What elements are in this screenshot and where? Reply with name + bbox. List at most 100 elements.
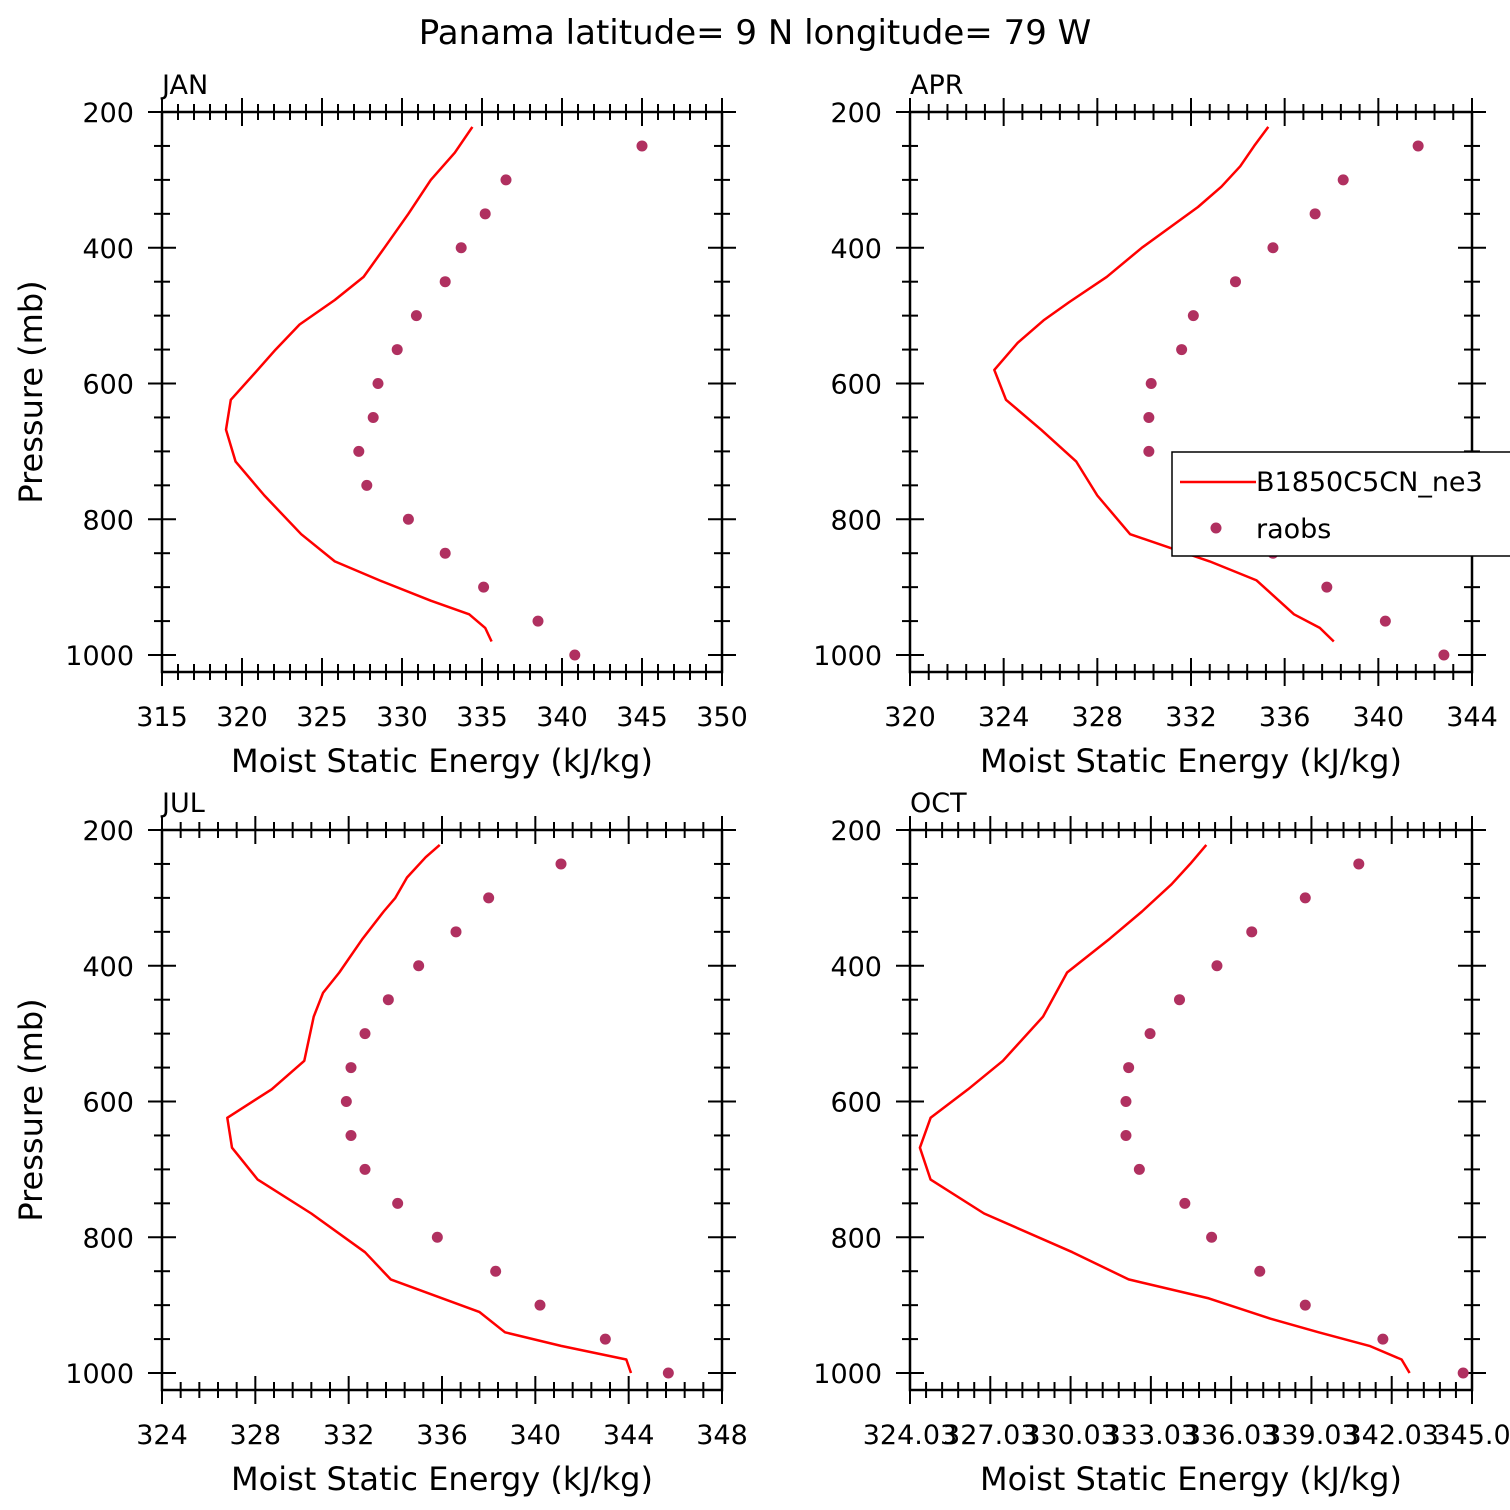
y-tick-label: 600 — [82, 1088, 134, 1119]
obs-point — [450, 926, 462, 938]
obs-point — [662, 1367, 674, 1379]
x-tick-label: 344 — [1446, 702, 1498, 733]
obs-point — [1229, 276, 1241, 288]
x-tick-label: 340 — [510, 1420, 562, 1451]
x-tick-label: 340 — [536, 702, 588, 733]
obs-point — [1176, 344, 1188, 356]
obs-point — [413, 960, 425, 972]
obs-point — [1412, 140, 1424, 152]
model-line — [993, 126, 1335, 643]
plot-frame — [908, 828, 1474, 1392]
y-tick-label: 800 — [82, 1223, 134, 1254]
x-tick-label: 332 — [323, 1420, 375, 1451]
y-tick-label: 200 — [82, 816, 134, 847]
y-tick-label: 1000 — [65, 1359, 134, 1390]
y-tick-label: 200 — [82, 98, 134, 129]
model-line — [224, 126, 493, 643]
y-tick-label: 800 — [830, 1223, 882, 1254]
obs-point — [1254, 1265, 1266, 1277]
obs-point — [455, 242, 467, 254]
y-tick-label: 600 — [82, 370, 134, 401]
obs-point — [340, 1096, 352, 1108]
y-tick-label: 400 — [82, 952, 134, 983]
x-tick-label: 320 — [884, 702, 936, 733]
obs-point — [1120, 1096, 1132, 1108]
x-tick-label: 336 — [416, 1420, 468, 1451]
x-axis-label: Moist Static Energy (kJ/kg) — [980, 742, 1402, 780]
x-tick-label: 339.03 — [1264, 1420, 1358, 1451]
x-axis-label: Moist Static Energy (kJ/kg) — [980, 1460, 1402, 1498]
obs-point — [1145, 378, 1157, 390]
x-tick-label: 324 — [978, 702, 1030, 733]
obs-point — [353, 445, 365, 457]
obs-point — [1143, 411, 1155, 423]
obs-point — [636, 140, 648, 152]
obs-point — [1337, 174, 1349, 186]
obs-point — [534, 1299, 546, 1311]
obs-point — [391, 344, 403, 356]
obs-point — [439, 276, 451, 288]
plot-area — [224, 126, 648, 661]
plot-area — [993, 126, 1450, 661]
obs-point — [1309, 208, 1321, 220]
legend-label-model: B1850C5CN_ne3 — [1256, 467, 1483, 498]
y-tick-label: 200 — [830, 98, 882, 129]
panel-label: APR — [910, 70, 964, 101]
obs-point — [439, 547, 451, 559]
obs-point — [1173, 994, 1185, 1006]
x-tick-label: 342.03 — [1344, 1420, 1438, 1451]
x-tick-label: 350 — [696, 702, 748, 733]
y-tick-label: 800 — [82, 505, 134, 536]
obs-point — [483, 892, 495, 904]
obs-point — [1179, 1197, 1191, 1209]
model-line — [918, 844, 1411, 1374]
y-tick-label: 1000 — [65, 641, 134, 672]
obs-point — [1143, 445, 1155, 457]
obs-point — [1377, 1333, 1389, 1345]
x-tick-label: 340 — [1353, 702, 1405, 733]
obs-point — [1299, 892, 1311, 904]
panel-label: JUL — [160, 788, 205, 819]
y-tick-label: 600 — [830, 370, 882, 401]
obs-point — [1299, 1299, 1311, 1311]
obs-point — [367, 411, 379, 423]
legend-label-obs: raobs — [1256, 514, 1331, 545]
model-line — [226, 843, 633, 1374]
y-tick-label: 1000 — [813, 1359, 882, 1390]
obs-point — [345, 1062, 357, 1074]
obs-point — [532, 615, 544, 627]
y-tick-label: 800 — [830, 505, 882, 536]
x-tick-label: 335 — [456, 702, 508, 733]
plot-frame — [160, 110, 724, 674]
y-tick-label: 400 — [830, 952, 882, 983]
obs-point — [500, 174, 512, 186]
y-tick-label: 600 — [830, 1088, 882, 1119]
y-tick-label: 400 — [82, 234, 134, 265]
x-axis-label: Moist Static Energy (kJ/kg) — [231, 742, 653, 780]
obs-point — [345, 1129, 357, 1141]
obs-point — [402, 513, 414, 525]
obs-point — [1438, 649, 1450, 661]
x-tick-label: 328 — [1072, 702, 1124, 733]
obs-point — [372, 378, 384, 390]
x-tick-label: 332 — [1165, 702, 1217, 733]
obs-point — [479, 208, 491, 220]
x-tick-label: 330.03 — [1023, 1420, 1117, 1451]
plot-frame — [160, 828, 724, 1392]
obs-point — [431, 1231, 443, 1243]
obs-point — [599, 1333, 611, 1345]
obs-point — [1379, 615, 1391, 627]
obs-point — [382, 994, 394, 1006]
x-tick-label: 330 — [376, 702, 428, 733]
figure-title: Panama latitude= 9 N longitude= 79 W — [419, 13, 1092, 53]
obs-point — [1123, 1062, 1135, 1074]
obs-point — [361, 479, 373, 491]
x-axis-label: Moist Static Energy (kJ/kg) — [231, 1460, 653, 1498]
legend-box — [1171, 451, 1510, 557]
y-tick-label: 400 — [830, 234, 882, 265]
